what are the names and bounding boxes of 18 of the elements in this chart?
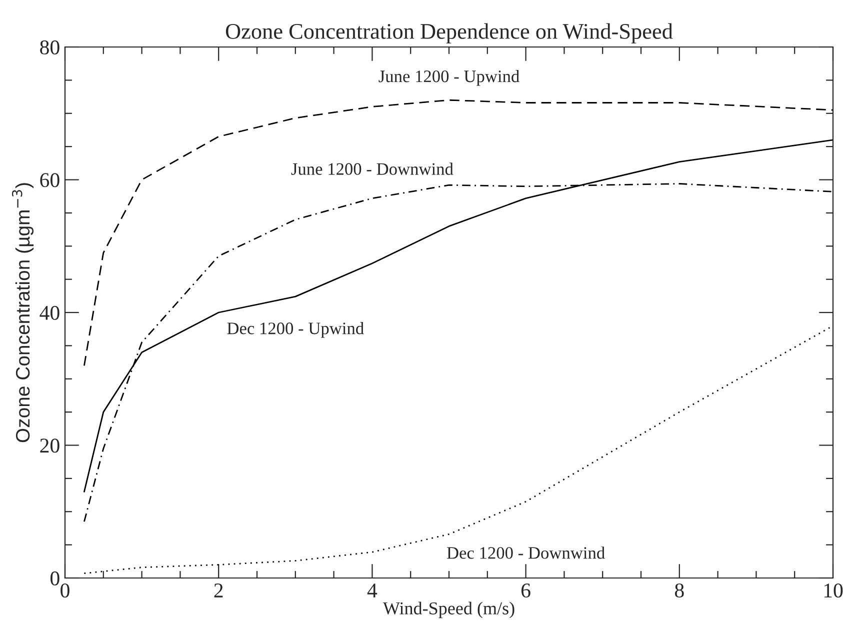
series-label: Dec 1200 - Upwind [227,322,364,338]
x-axis-title: Wind-Speed (m/s) [382,602,514,618]
x-tick-label: 8 [674,583,684,598]
chart-title: Ozone Concentration Dependence on Wind-Speed [226,23,673,44]
x-tick-label: 4 [367,584,378,598]
y-tick-label: 0 [50,571,60,586]
y-tick-label: 20 [40,438,60,453]
x-tick-label: 0 [60,583,70,598]
y-tick-label: 40 [40,306,60,320]
x-tick-label: 6 [521,584,530,598]
series-label: June 1200 - Upwind [378,70,520,86]
y-axis-title: Ozone Concentration (µgm$^{−3}$) [12,183,34,442]
x-tick-label: 10 [824,583,843,598]
y-tick-label: 80 [40,40,60,54]
x-tick-label: 2 [214,584,223,598]
series-label: June 1200 - Downwind [291,162,454,175]
y-tick-label: 60 [40,173,60,188]
series-label: Dec 1200 - Downwind [446,546,605,559]
